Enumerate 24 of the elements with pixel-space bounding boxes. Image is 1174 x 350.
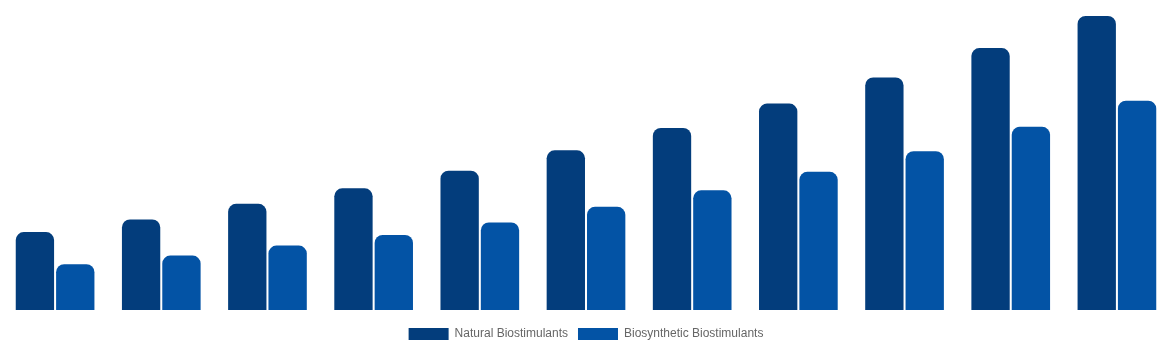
bar <box>546 150 585 310</box>
bar <box>759 103 798 310</box>
bar <box>334 188 373 310</box>
bar <box>587 206 626 310</box>
bar <box>1117 100 1157 310</box>
bar <box>374 235 413 310</box>
bar <box>693 190 732 310</box>
bar <box>1011 126 1051 310</box>
bar <box>268 245 307 310</box>
bar <box>440 170 479 310</box>
bar <box>652 128 692 310</box>
legend-label: Biosynthetic Biostimulants <box>623 326 764 341</box>
bar <box>162 255 201 310</box>
bar <box>56 264 95 310</box>
bar <box>15 232 55 310</box>
bar <box>480 222 520 310</box>
bar <box>865 77 904 310</box>
bar <box>228 203 267 310</box>
bar <box>121 219 161 310</box>
legend-label: Natural Biostimulants <box>454 326 568 341</box>
bar <box>1077 16 1116 310</box>
bar <box>905 151 944 310</box>
bar <box>799 171 838 310</box>
bar <box>971 48 1010 310</box>
